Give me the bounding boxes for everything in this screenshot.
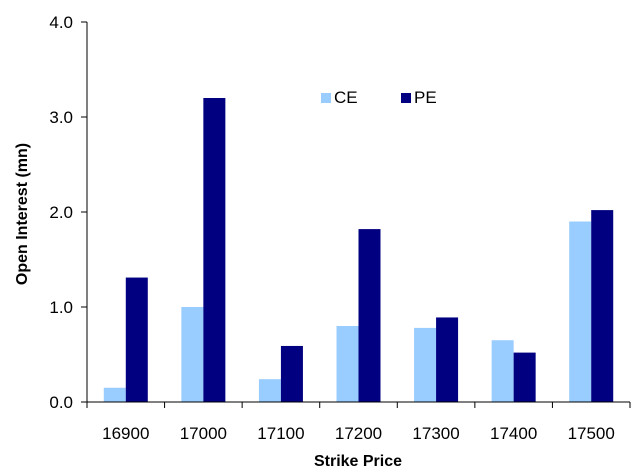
y-axis-title: Open Interest (mn)	[14, 143, 31, 285]
x-tick-label: 17000	[180, 424, 227, 443]
bar-ce	[414, 327, 437, 402]
legend-swatch	[401, 93, 411, 103]
x-tick-label: 16900	[102, 424, 149, 443]
y-tick-label: 3.0	[49, 108, 73, 127]
x-tick-label: 17200	[335, 424, 382, 443]
bar-pe	[125, 277, 148, 402]
legend-label: PE	[414, 88, 437, 107]
x-tick-label: 17500	[568, 424, 615, 443]
x-tick-label: 17100	[257, 424, 304, 443]
bar-ce	[103, 387, 126, 402]
bar-pe	[358, 229, 381, 402]
y-tick-label: 2.0	[49, 203, 73, 222]
bar-pe	[591, 210, 614, 402]
bar-ce	[258, 379, 281, 402]
y-tick-label: 4.0	[49, 13, 73, 32]
bar-pe	[280, 345, 303, 402]
bars-group	[103, 98, 614, 402]
legend: CE PE	[321, 88, 437, 107]
bar-pe	[203, 98, 226, 402]
bar-ce	[181, 307, 204, 402]
bar-ce	[336, 326, 359, 402]
bar-ce	[569, 221, 592, 402]
legend-swatch	[321, 93, 331, 103]
bar-pe	[436, 317, 459, 402]
legend-label: CE	[334, 88, 358, 107]
bar-pe	[513, 352, 536, 402]
x-tick-label: 17300	[412, 424, 459, 443]
bar-ce	[491, 340, 514, 402]
y-axis: 0.0 1.0 2.0 3.0 4.0	[49, 13, 88, 412]
x-axis-title: Strike Price	[314, 453, 402, 470]
x-axis: 16900 17000 17100 17200 17300 17400 17500	[86, 401, 631, 443]
y-tick-label: 1.0	[49, 298, 73, 317]
y-tick-label: 0.0	[49, 393, 73, 412]
x-tick-label: 17400	[490, 424, 537, 443]
